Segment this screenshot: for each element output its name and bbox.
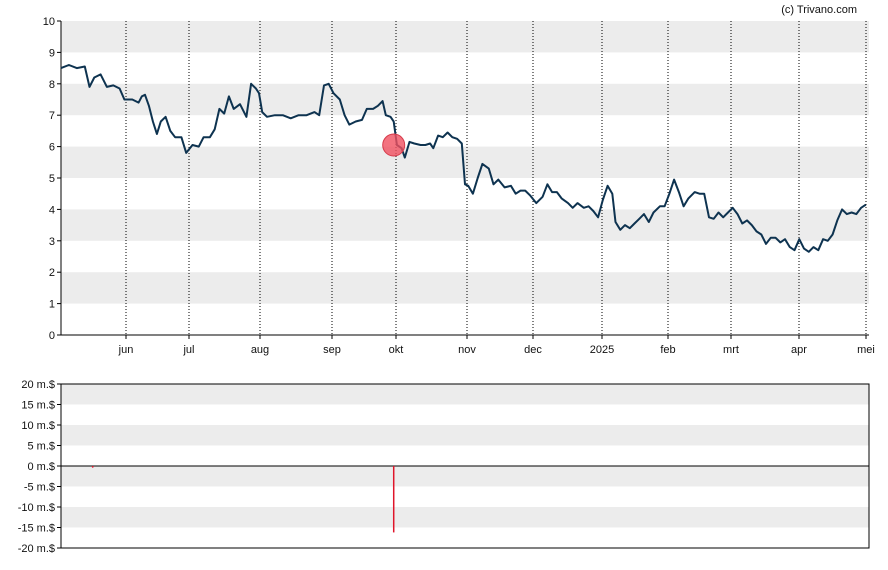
y-tick-label: 15 m.$ [21, 400, 55, 412]
y-tick-label: -15 m.$ [18, 523, 55, 535]
volume-panel: -20 m.$ -15 m.$ -10 m.$ -5 m.$ 0 m.$ 5 m.$ 10 … [18, 379, 870, 555]
y-tick-label: 0 [49, 330, 55, 342]
x-tick-label: okt [389, 344, 404, 356]
y-tick-label: 1 [49, 299, 55, 311]
price-panel: 0 1 2 3 4 5 6 7 8 9 10 jun jul aug sep okt nov dec 2025 feb… [43, 16, 875, 356]
x-tick-label: nov [458, 344, 476, 356]
y-tick-label: -20 m.$ [18, 543, 55, 555]
y-tick-label: 3 [49, 236, 55, 248]
x-tick-label: jun [118, 344, 134, 356]
y-tick-label: 10 m.$ [21, 420, 55, 432]
grid-band [61, 507, 869, 528]
y-tick-label: 0 m.$ [27, 461, 55, 473]
x-tick-label: aug [251, 344, 269, 356]
grid-band [61, 272, 869, 304]
grid-band [61, 209, 869, 241]
event-marker [382, 133, 406, 157]
grid-band [61, 83, 869, 116]
copyright-label: (c) Trivano.com [781, 4, 857, 16]
x-tick-label: feb [660, 344, 675, 356]
y-tick-label: -10 m.$ [18, 502, 55, 514]
grid-band [61, 425, 869, 446]
y-tick-label: 6 [49, 142, 55, 154]
grid-band [61, 466, 869, 487]
x-tick-label: 2025 [590, 344, 614, 356]
y-tick-label: 4 [49, 204, 55, 216]
x-tick-label: mrt [723, 344, 739, 356]
y-tick-label: 5 [49, 173, 55, 185]
grid-band [61, 384, 869, 405]
y-tick-label: 2 [49, 267, 55, 279]
y-tick-label: 8 [49, 79, 55, 91]
y-tick-label: 9 [49, 47, 55, 59]
y-tick-label: 10 [43, 16, 55, 28]
x-tick-label: jul [182, 344, 194, 356]
y-tick-label: 7 [49, 110, 55, 122]
grid-band [61, 21, 869, 53]
x-tick-label: dec [524, 344, 542, 356]
y-tick-label: 5 m.$ [27, 441, 55, 453]
y-tick-label: -5 m.$ [24, 482, 55, 494]
price-line [60, 64, 867, 253]
x-tick-label: mei [857, 344, 875, 356]
y-tick-label: 20 m.$ [21, 379, 55, 391]
x-tick-label: apr [791, 344, 807, 356]
x-tick-label: sep [323, 344, 341, 356]
